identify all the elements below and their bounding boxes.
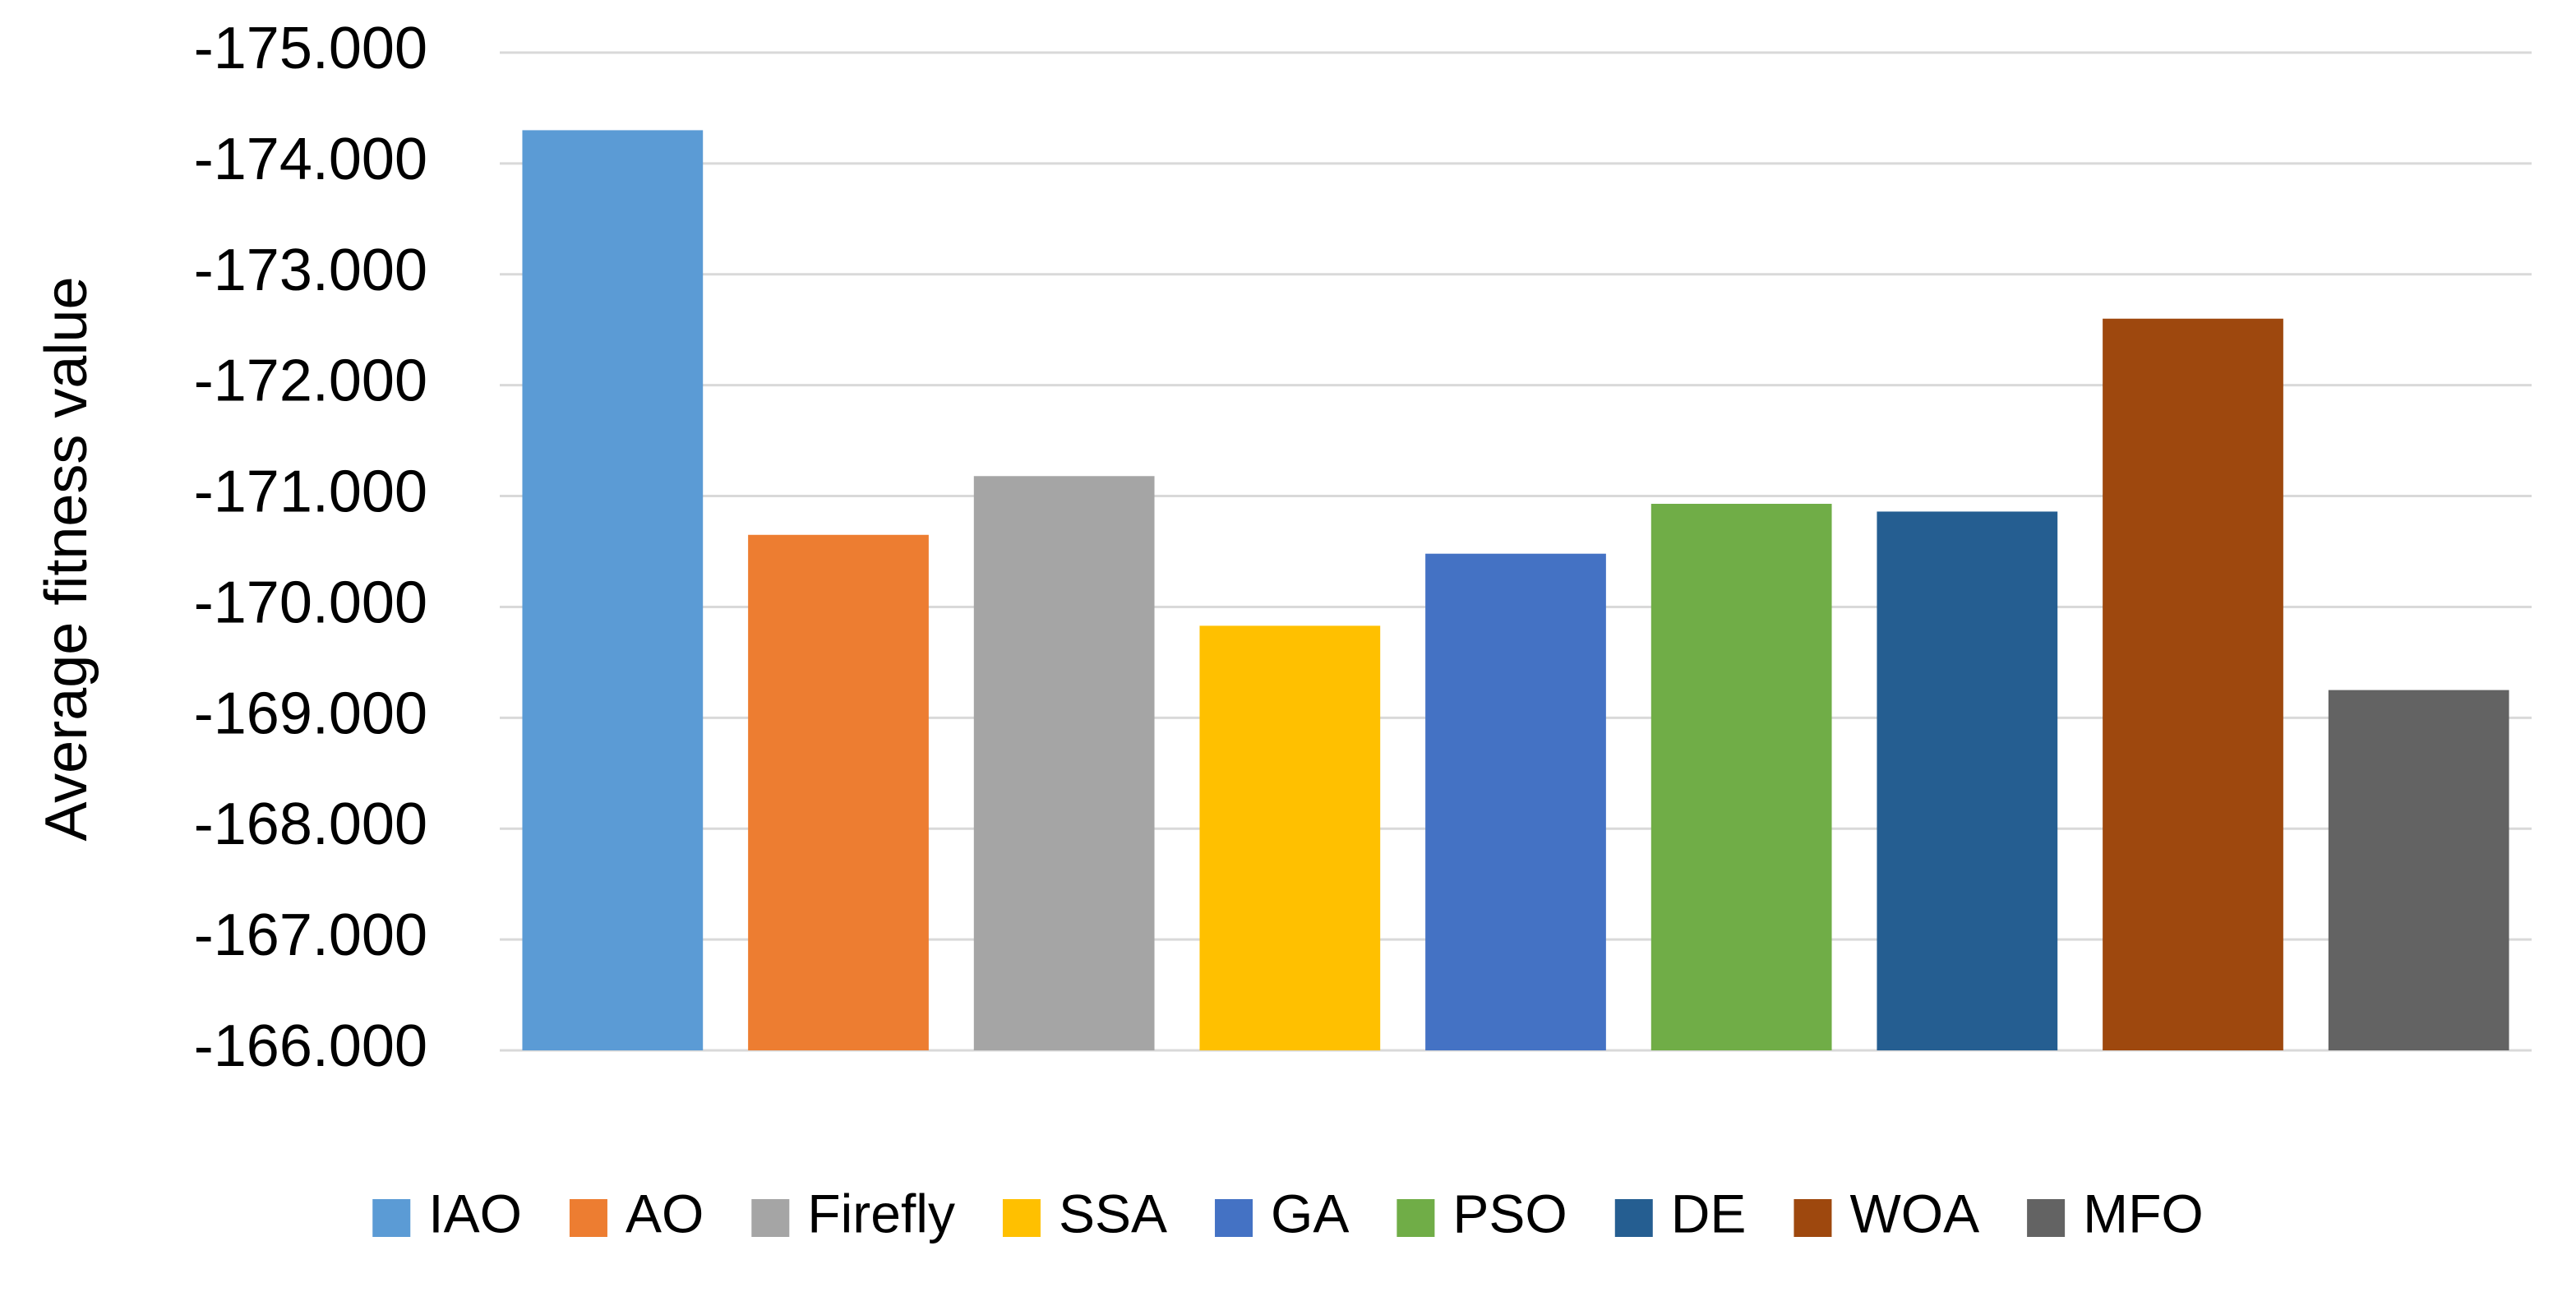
legend-label: PSO <box>1452 1183 1567 1244</box>
bar-pso <box>1650 503 1832 1050</box>
legend-item-ga: GA <box>1215 1183 1349 1244</box>
legend-item-pso: PSO <box>1396 1183 1567 1244</box>
legend-item-iao: IAO <box>372 1183 522 1244</box>
legend-swatch <box>1396 1199 1435 1237</box>
legend-label: SSA <box>1059 1183 1167 1244</box>
y-tick-label: -173.000 <box>194 238 427 303</box>
y-tick-label: -172.000 <box>194 348 427 414</box>
legend-item-firefly: Firefly <box>751 1183 955 1244</box>
legend-swatch <box>1215 1199 1253 1237</box>
legend-swatch <box>372 1199 411 1237</box>
legend-swatch <box>2027 1199 2066 1237</box>
legend-swatch <box>1794 1199 1832 1237</box>
legend-label: DE <box>1671 1183 1747 1244</box>
y-axis-ticks: -175.000 -174.000 -173.000 -172.000 -171.000… <box>194 16 427 1079</box>
bar-mfo <box>2328 690 2509 1050</box>
legend-item-de: DE <box>1614 1183 1747 1244</box>
legend-label: WOA <box>1849 1183 1979 1244</box>
bar-de <box>1877 511 2058 1050</box>
legend: IAO AO Firefly SSA GA PSO DE WOA MFO <box>372 1183 2204 1244</box>
legend-swatch <box>1002 1199 1041 1237</box>
legend-item-ssa: SSA <box>1002 1183 1167 1244</box>
legend-label: Firefly <box>807 1183 955 1244</box>
legend-label: GA <box>1271 1183 1349 1244</box>
bar-firefly <box>973 476 1155 1050</box>
bar-ssa <box>1199 625 1381 1050</box>
bar-ga <box>1425 553 1606 1050</box>
bars <box>522 130 2509 1050</box>
bar-woa <box>2103 318 2283 1050</box>
legend-item-mfo: MFO <box>2027 1183 2204 1244</box>
legend-label: IAO <box>428 1183 522 1244</box>
y-tick-label: -169.000 <box>194 681 427 746</box>
y-tick-label: -175.000 <box>194 16 427 81</box>
bar-ao <box>748 534 929 1050</box>
legend-swatch <box>569 1199 607 1237</box>
legend-item-ao: AO <box>569 1183 704 1244</box>
y-tick-label: -171.000 <box>194 459 427 525</box>
legend-label: AO <box>626 1183 704 1244</box>
y-tick-label: -167.000 <box>194 902 427 968</box>
y-tick-label: -170.000 <box>194 570 427 635</box>
bar-iao <box>522 130 704 1050</box>
legend-label: MFO <box>2083 1183 2204 1244</box>
legend-swatch <box>751 1199 790 1237</box>
y-tick-label: -166.000 <box>194 1013 427 1079</box>
y-tick-label: -168.000 <box>194 791 427 857</box>
legend-swatch <box>1614 1199 1653 1237</box>
y-axis-title: Average fitness value <box>34 276 99 841</box>
legend-item-woa: WOA <box>1794 1183 1979 1244</box>
y-tick-label: -174.000 <box>194 127 427 192</box>
